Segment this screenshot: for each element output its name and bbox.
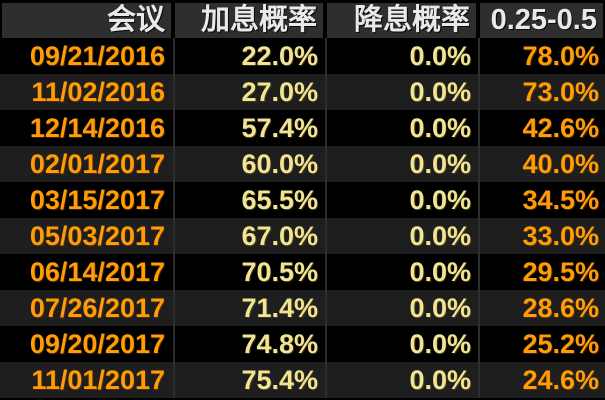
cell-hike: 75.4% [173, 362, 325, 398]
cell-range: 42.6% [478, 110, 605, 146]
table-row[interactable]: 02/01/2017 60.0% 0.0% 40.0% [0, 146, 605, 182]
cell-range: 78.0% [478, 38, 605, 74]
cell-cut: 0.0% [325, 290, 478, 326]
column-header-cut: 降息概率 [327, 3, 476, 38]
table-body: 09/21/2016 22.0% 0.0% 78.0% 11/02/2016 27.0% 0… [0, 38, 605, 398]
table-row[interactable]: 07/26/2017 71.4% 0.0% 28.6% [0, 290, 605, 326]
table-row[interactable]: 11/02/2016 27.0% 0.0% 73.0% [0, 74, 605, 110]
cell-meeting: 11/02/2016 [31, 77, 165, 107]
column-header-range: 0.25-0.5 [480, 3, 603, 38]
cell-meeting: 07/26/2017 [29, 293, 165, 323]
cell-cut: 0.0% [325, 362, 478, 398]
cell-cut: 0.0% [325, 38, 478, 74]
cell-meeting: 09/21/2016 [29, 41, 165, 71]
cell-meeting: 06/14/2017 [29, 257, 165, 287]
cell-range: 25.2% [478, 326, 605, 362]
cell-cut: 0.0% [325, 74, 478, 110]
column-header-hike: 加息概率 [175, 3, 323, 38]
cell-meeting: 11/01/2017 [31, 365, 165, 395]
cell-meeting: 05/03/2017 [29, 221, 165, 251]
cell-range: 28.6% [478, 290, 605, 326]
cell-meeting: 09/20/2017 [29, 329, 165, 359]
cell-cut: 0.0% [325, 218, 478, 254]
cell-hike: 57.4% [173, 110, 325, 146]
table-header: 会议 加息概率 降息概率 0.25-0.5 [0, 3, 605, 38]
cell-cut: 0.0% [325, 182, 478, 218]
cell-meeting: 03/15/2017 [29, 185, 165, 215]
table-row[interactable]: 09/20/2017 74.8% 0.0% 25.2% [0, 326, 605, 362]
cell-hike: 74.8% [173, 326, 325, 362]
cell-range: 40.0% [478, 146, 605, 182]
cell-range: 33.0% [478, 218, 605, 254]
cell-range: 34.5% [478, 182, 605, 218]
cell-meeting: 12/14/2016 [29, 113, 165, 143]
cell-range: 73.0% [478, 74, 605, 110]
cell-hike: 65.5% [173, 182, 325, 218]
table-row[interactable]: 11/01/2017 75.4% 0.0% 24.6% [0, 362, 605, 398]
cell-meeting: 02/01/2017 [29, 149, 165, 179]
cell-hike: 71.4% [173, 290, 325, 326]
cell-cut: 0.0% [325, 110, 478, 146]
table-row[interactable]: 06/14/2017 70.5% 0.0% 29.5% [0, 254, 605, 290]
table-row[interactable]: 09/21/2016 22.0% 0.0% 78.0% [0, 38, 605, 74]
table-row[interactable]: 12/14/2016 57.4% 0.0% 42.6% [0, 110, 605, 146]
cell-hike: 67.0% [173, 218, 325, 254]
cell-range: 24.6% [478, 362, 605, 398]
cell-cut: 0.0% [325, 326, 478, 362]
cell-cut: 0.0% [325, 146, 478, 182]
cell-hike: 22.0% [173, 38, 325, 74]
cell-hike: 60.0% [173, 146, 325, 182]
cell-hike: 27.0% [173, 74, 325, 110]
cell-range: 29.5% [478, 254, 605, 290]
rate-probability-table: 会议 加息概率 降息概率 0.25-0.5 09/21/2016 22.0% 0.0% 78… [0, 3, 605, 400]
column-header-meeting: 会议 [2, 3, 171, 38]
cell-cut: 0.0% [325, 254, 478, 290]
table-row[interactable]: 05/03/2017 67.0% 0.0% 33.0% [0, 218, 605, 254]
table-row[interactable]: 03/15/2017 65.5% 0.0% 34.5% [0, 182, 605, 218]
cell-hike: 70.5% [173, 254, 325, 290]
